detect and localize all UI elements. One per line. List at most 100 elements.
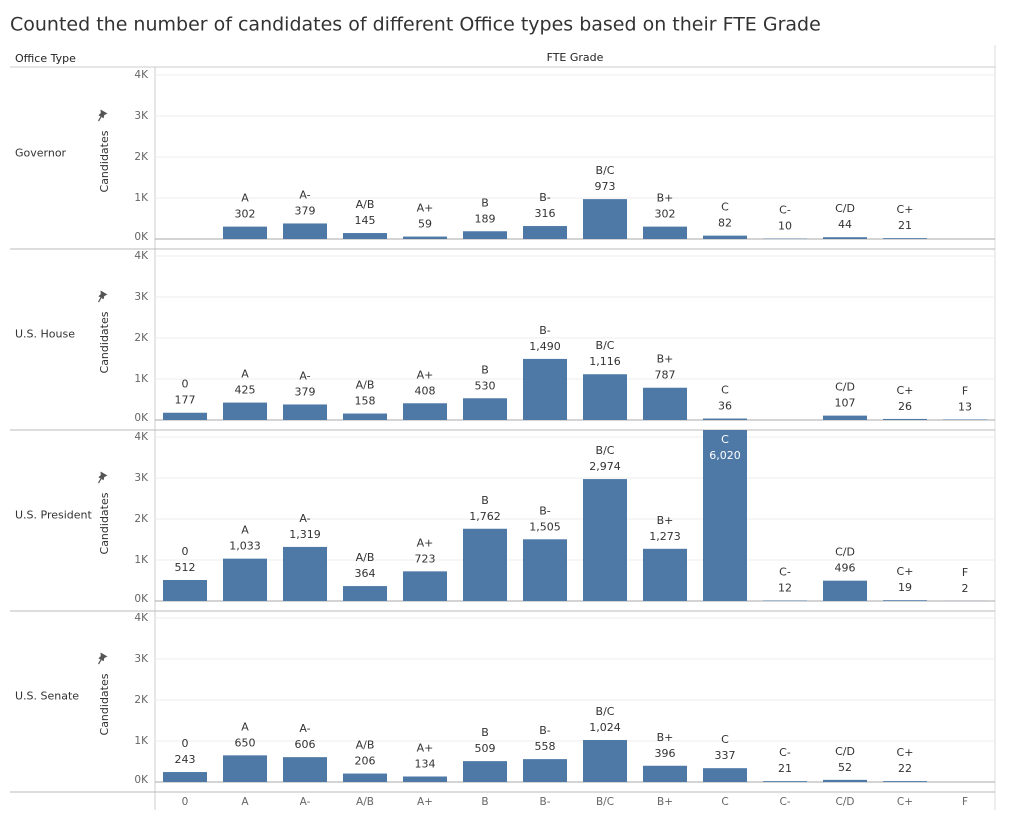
bar [463, 529, 507, 601]
data-label: 10 [778, 220, 792, 233]
bar [403, 237, 447, 239]
office-type-label: Governor [15, 147, 67, 160]
y-axis-label: Candidates [98, 673, 111, 735]
data-category-label: B- [539, 324, 551, 337]
data-category-label: C/D [835, 381, 855, 394]
bar [643, 766, 687, 782]
data-category-label: C+ [897, 565, 914, 578]
data-category-label: C/D [835, 202, 855, 215]
y-tick-label: 1K [134, 735, 149, 747]
office-type-label: U.S. House [15, 328, 75, 341]
data-label: 158 [355, 395, 376, 408]
data-category-label: B/C [596, 164, 615, 177]
data-label: 243 [175, 753, 196, 766]
data-label: 2,974 [589, 460, 621, 473]
y-tick-label: 4K [134, 431, 149, 443]
panel-bars [223, 199, 927, 239]
y-tick-label: 4K [134, 612, 149, 624]
data-category-label: A- [299, 722, 310, 735]
data-category-label: 0 [182, 545, 189, 558]
data-label: 364 [355, 567, 376, 580]
data-category-label: B+ [657, 353, 674, 366]
bar [343, 414, 387, 420]
data-category-label: A- [299, 369, 310, 382]
data-category-label: A/B [356, 198, 375, 211]
y-tick-label: 3K [134, 110, 149, 122]
data-label: 189 [475, 212, 496, 225]
y-tick-label: 1K [134, 192, 149, 204]
row-header: Office Type [15, 52, 76, 65]
bar [163, 580, 207, 601]
x-tick-label: C- [779, 796, 790, 808]
data-category-label: C/D [835, 745, 855, 758]
bar [703, 768, 747, 782]
data-label: 1,319 [289, 528, 321, 541]
data-label: 13 [958, 400, 972, 413]
pin-icon [95, 653, 107, 667]
bar [463, 761, 507, 782]
data-category-label: C/D [835, 546, 855, 559]
data-category-label: B/C [596, 444, 615, 457]
y-tick-label: 4K [134, 250, 149, 262]
bar [223, 403, 267, 420]
y-tick-label: 3K [134, 472, 149, 484]
y-tick-label: 3K [134, 653, 149, 665]
bar [223, 755, 267, 782]
pin-icon [95, 472, 107, 486]
bar [523, 539, 567, 601]
data-label: 1,273 [649, 530, 681, 543]
x-tick-label: C+ [897, 796, 913, 808]
bar [343, 774, 387, 782]
data-label: 22 [898, 762, 912, 775]
data-label: 1,490 [529, 340, 561, 353]
data-category-label: A [241, 524, 249, 537]
bar [283, 223, 327, 239]
data-label: 302 [235, 208, 256, 221]
data-label: 650 [235, 736, 256, 749]
bar [883, 419, 927, 420]
y-tick-label: 0K [134, 412, 149, 424]
data-label: 316 [535, 207, 556, 220]
y-axis-label: Candidates [98, 492, 111, 554]
data-label: 302 [655, 208, 676, 221]
data-label: 82 [718, 217, 732, 230]
bar [343, 586, 387, 601]
bar [643, 388, 687, 420]
panel-bars [163, 430, 987, 601]
data-category-label: C+ [897, 384, 914, 397]
bar [523, 759, 567, 782]
data-label: 6,020 [709, 449, 741, 462]
data-category-label: C+ [897, 746, 914, 759]
bar [583, 479, 627, 601]
data-category-label: A/B [356, 551, 375, 564]
x-tick-label: A [241, 796, 249, 808]
pin-icon [95, 110, 107, 124]
data-label: 425 [235, 384, 256, 397]
bar [403, 571, 447, 601]
data-category-label: B/C [596, 705, 615, 718]
y-axis-label: Candidates [98, 311, 111, 373]
bar [523, 226, 567, 239]
bar [523, 359, 567, 420]
data-category-label: A+ [417, 536, 434, 549]
data-category-label: B [481, 726, 489, 739]
bar [763, 781, 807, 782]
data-category-label: B [481, 494, 489, 507]
y-tick-label: 2K [134, 513, 149, 525]
panel-bars [163, 359, 987, 420]
bar [703, 236, 747, 239]
x-tick-label: B+ [657, 796, 673, 808]
data-category-label: A/B [356, 739, 375, 752]
y-axis-label: Candidates [98, 130, 111, 192]
data-category-label: C- [779, 566, 791, 579]
bar [583, 199, 627, 239]
bar [823, 416, 867, 420]
data-label: 396 [655, 747, 676, 760]
bar [943, 419, 987, 420]
data-label: 44 [838, 218, 852, 231]
data-label: 19 [898, 581, 912, 594]
y-tick-label: 2K [134, 151, 149, 163]
data-category-label: A [241, 192, 249, 205]
y-tick-label: 4K [134, 69, 149, 81]
bar [463, 398, 507, 420]
